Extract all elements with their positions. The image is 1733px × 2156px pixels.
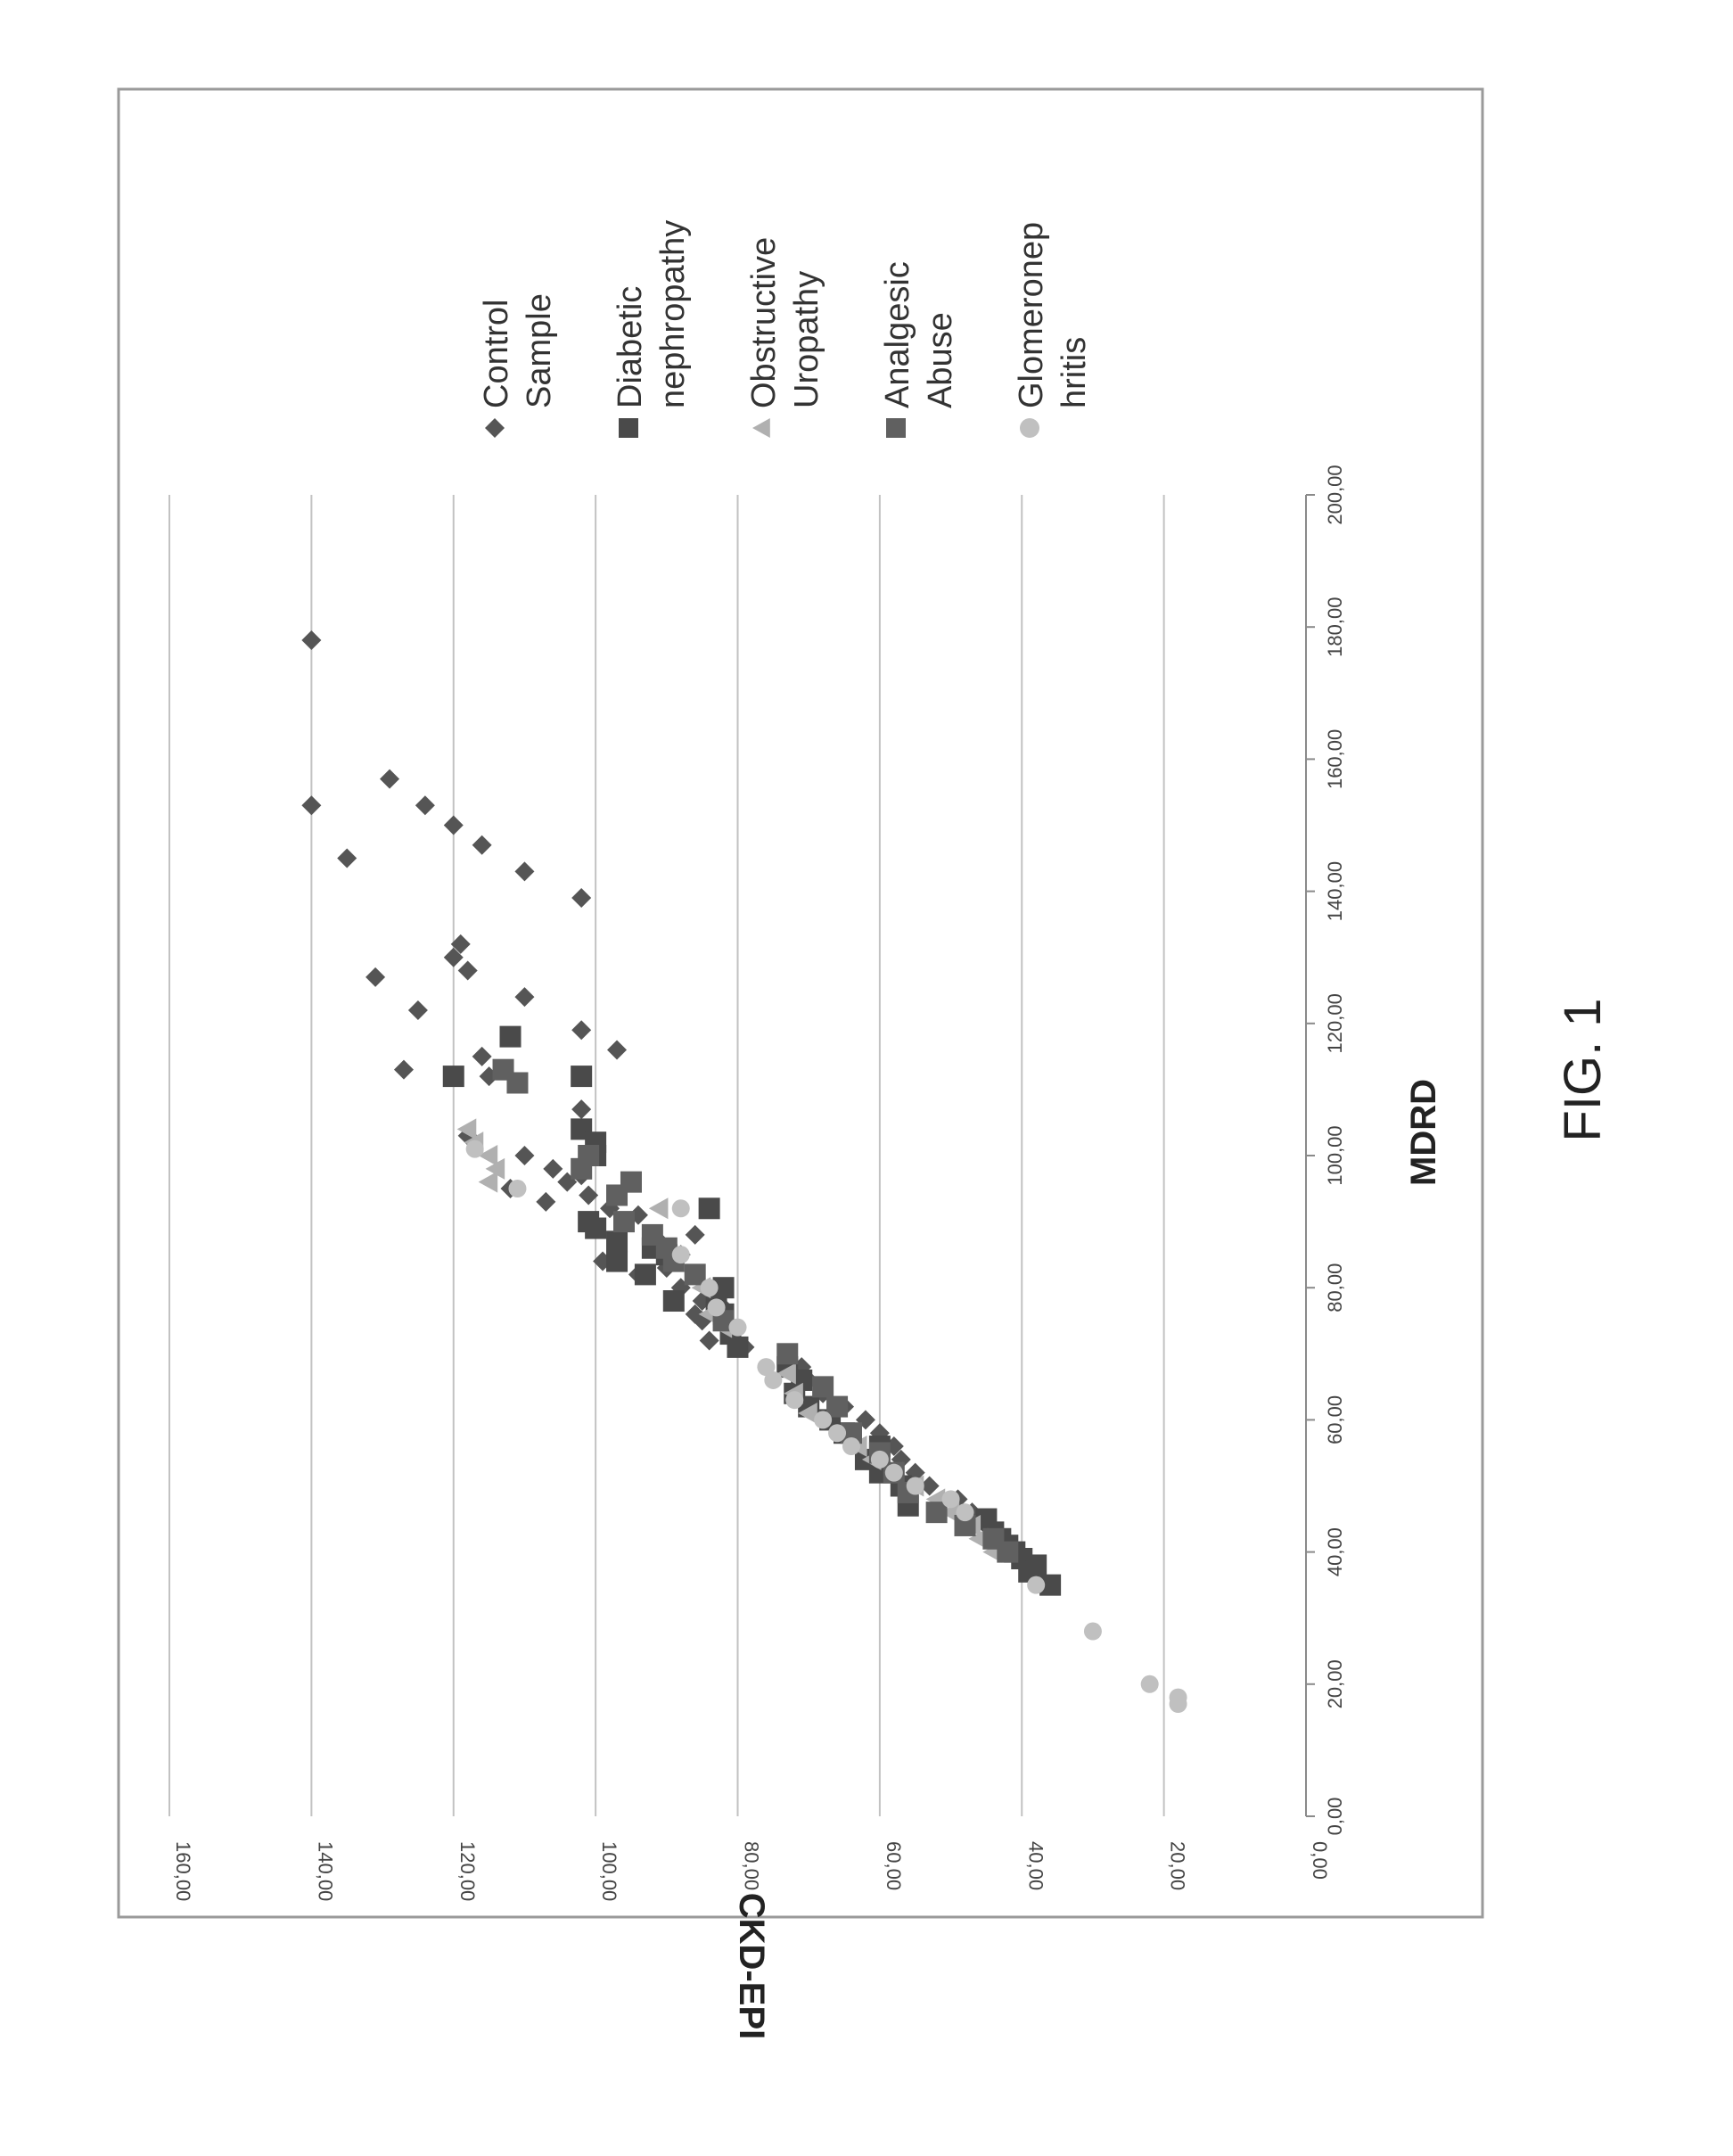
diabetic-nephropathy-point [635, 1263, 656, 1285]
x-tick-label: 20,00 [1324, 1659, 1346, 1708]
legend-marker [886, 418, 906, 438]
x-tick-label: 200,00 [1324, 465, 1346, 524]
y-tick-label: 60,00 [883, 1841, 905, 1890]
x-tick-label: 140,00 [1324, 861, 1346, 921]
legend-marker [1020, 418, 1039, 438]
y-tick-label: 80,00 [741, 1841, 763, 1890]
y-tick-label: 100,00 [598, 1841, 620, 1901]
glomeronephritis-point [672, 1246, 690, 1263]
glomeronephritis-point [1084, 1623, 1102, 1641]
analgesic-abuse-point [812, 1376, 834, 1397]
legend-label: nephropathy [654, 220, 692, 408]
y-tick-label: 0,00 [1309, 1841, 1331, 1880]
diabetic-nephropathy-point [443, 1066, 464, 1087]
y-tick-label: 120,00 [456, 1841, 479, 1901]
y-tick-label: 140,00 [314, 1841, 336, 1901]
glomeronephritis-point [672, 1199, 690, 1217]
glomeronephritis-point [957, 1503, 974, 1521]
diabetic-nephropathy-point [500, 1026, 522, 1048]
legend-label: hritis [1055, 337, 1093, 408]
glomeronephritis-point [785, 1391, 803, 1409]
x-tick-label: 160,00 [1324, 729, 1346, 789]
diabetic-nephropathy-point [585, 1218, 606, 1239]
x-tick-label: 60,00 [1324, 1395, 1346, 1444]
analgesic-abuse-point [776, 1343, 798, 1364]
diabetic-nephropathy-point [606, 1251, 628, 1272]
y-tick-label: 20,00 [1167, 1841, 1189, 1890]
y-tick-label: 40,00 [1024, 1841, 1047, 1890]
analgesic-abuse-point [571, 1158, 592, 1180]
diabetic-nephropathy-point [699, 1197, 720, 1219]
glomeronephritis-point [907, 1477, 924, 1495]
glomeronephritis-point [842, 1437, 860, 1455]
x-tick-label: 40,00 [1324, 1527, 1346, 1576]
glomeronephritis-point [885, 1464, 903, 1482]
analgesic-abuse-point [613, 1211, 635, 1232]
glomeronephritis-point [466, 1140, 484, 1158]
diabetic-nephropathy-point [727, 1337, 749, 1358]
glomeronephritis-point [708, 1298, 726, 1316]
x-tick-label: 120,00 [1324, 993, 1346, 1053]
diabetic-nephropathy-point [571, 1066, 592, 1087]
legend-label: Control [478, 300, 515, 409]
x-tick-label: 100,00 [1324, 1125, 1346, 1185]
legend-label: Analgesic [879, 261, 916, 408]
legend-label: Uropathy [788, 271, 825, 408]
glomeronephritis-point [1141, 1675, 1159, 1693]
x-tick-label: 180,00 [1324, 597, 1346, 657]
analgesic-abuse-point [506, 1072, 528, 1093]
glomeronephritis-point [814, 1411, 832, 1428]
legend-label: Sample [521, 293, 558, 408]
glomeronephritis-point [828, 1424, 846, 1442]
legend-label: Abuse [922, 312, 959, 408]
x-tick-label: 80,00 [1324, 1263, 1346, 1313]
x-axis-title: MDRD [1404, 1079, 1443, 1186]
legend-label: Glomeronep [1013, 222, 1050, 408]
y-axis-title: CKD-EPI [732, 1893, 771, 2039]
glomeronephritis-point [871, 1451, 889, 1469]
analgesic-abuse-point [997, 1542, 1018, 1563]
glomeronephritis-point [764, 1371, 782, 1389]
glomeronephritis-point [701, 1279, 719, 1296]
glomeronephritis-point [729, 1319, 747, 1337]
glomeronephritis-point [1027, 1576, 1045, 1594]
y-tick-label: 160,00 [172, 1841, 194, 1901]
x-tick-label: 0,00 [1324, 1798, 1346, 1836]
glomeronephritis-point [1170, 1695, 1187, 1713]
diabetic-nephropathy-point [606, 1230, 628, 1252]
legend-label: Diabetic [612, 286, 649, 408]
legend-label: Obstructive [745, 237, 783, 408]
glomeronephritis-point [942, 1490, 960, 1508]
analgesic-abuse-point [606, 1184, 628, 1206]
figure-caption: FIG. 1 [1554, 998, 1612, 1141]
glomeronephritis-point [508, 1180, 526, 1197]
diabetic-nephropathy-point [663, 1290, 685, 1312]
legend-marker [619, 418, 638, 438]
